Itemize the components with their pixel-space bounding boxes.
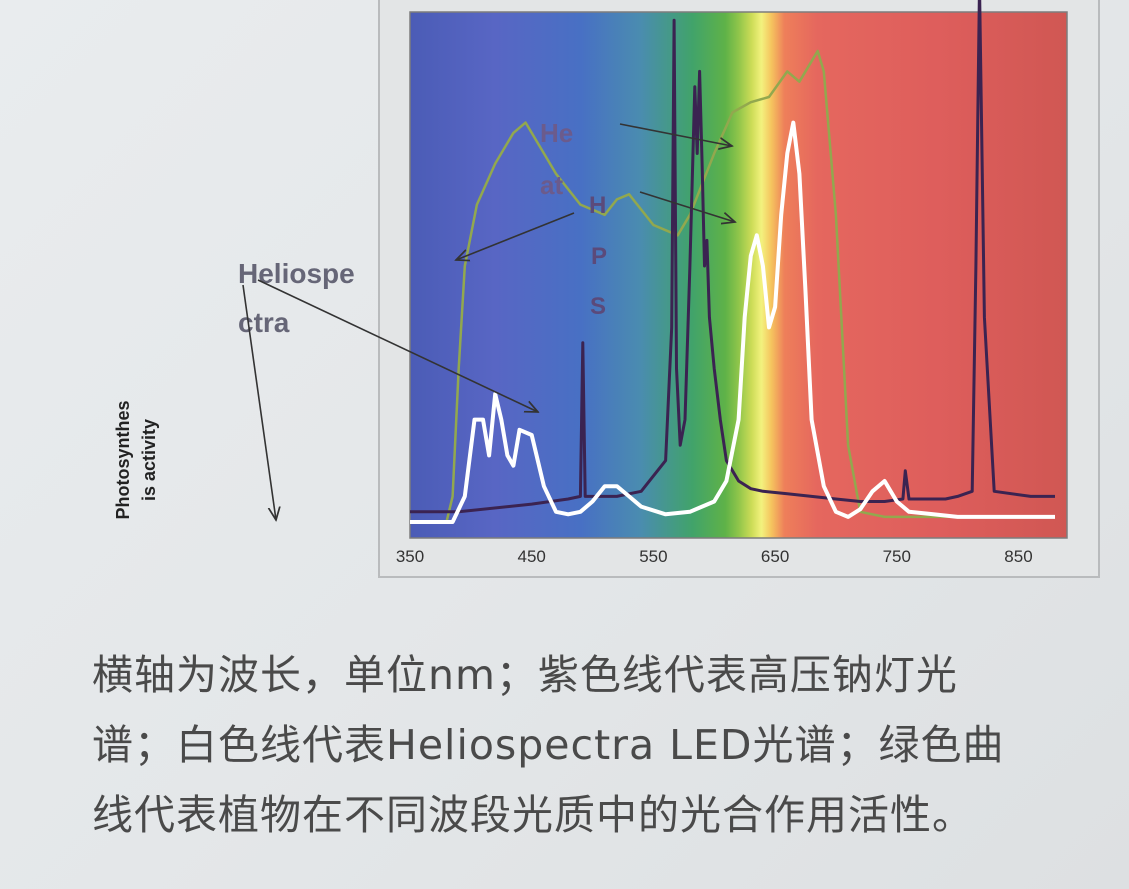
hps-label-p: P <box>591 243 607 270</box>
y-axis-label-line2: is activity <box>139 418 159 502</box>
x-tick-label: 650 <box>761 547 789 566</box>
hps-label-s: S <box>590 293 606 320</box>
heat-label-line1: He <box>540 118 573 148</box>
hps-label-h: H <box>589 192 606 219</box>
par-activity-line <box>410 49 1055 524</box>
figure-caption: 横轴为波长，单位nm；紫色线代表高压钠灯光 谱；白色线代表Heliospectr… <box>92 640 1102 850</box>
hps-spectrum-line <box>410 0 1055 514</box>
x-tick-label: 550 <box>639 547 667 566</box>
heat-arrow-2 <box>639 191 735 222</box>
helio-label-line1: Heliospe <box>238 258 355 289</box>
x-tick-label: 850 <box>1004 547 1032 566</box>
x-tick-label: 750 <box>883 547 911 566</box>
y-axis-arrow <box>242 284 276 520</box>
y-axis-label: Photosynthes is activity <box>110 360 170 560</box>
hps-arrow <box>456 212 575 260</box>
x-tick-label: 450 <box>518 547 546 566</box>
x-tick-label: 350 <box>396 547 424 566</box>
caption-line-1: 横轴为波长，单位nm；紫色线代表高压钠灯光 <box>92 651 958 699</box>
x-axis-ticks: 350 450 550 650 750 850 <box>396 547 1033 566</box>
led-spectrum-line <box>410 120 1055 524</box>
spectrum-background <box>410 12 1067 538</box>
caption-line-2: 谱；白色线代表Heliospectra LED光谱；绿色曲 <box>92 721 1005 769</box>
helio-label-line2: ctra <box>238 307 290 338</box>
y-axis-label-line1: Photosynthes <box>113 400 133 520</box>
helio-arrow <box>257 279 538 412</box>
heat-arrow-1 <box>619 123 732 146</box>
plot-border <box>409 11 1068 539</box>
caption-line-3: 线代表植物在不同波段光质中的光合作用活性。 <box>92 791 974 839</box>
heat-label-line2: at <box>540 170 563 200</box>
